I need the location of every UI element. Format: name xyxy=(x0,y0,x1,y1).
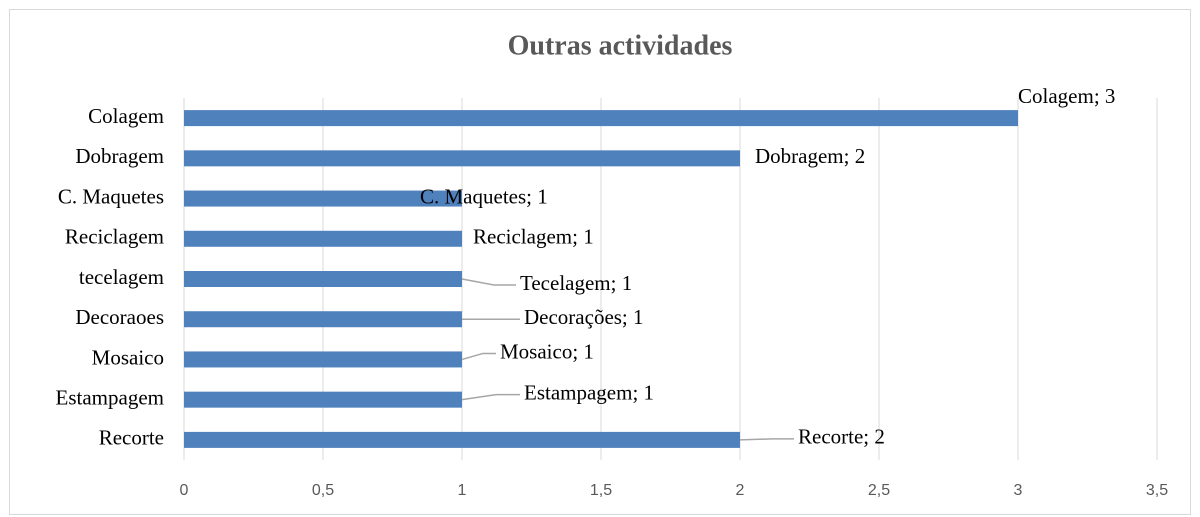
data-label: Colagem; 3 xyxy=(1018,84,1115,108)
x-tick-label: 2 xyxy=(736,482,745,499)
bar xyxy=(184,351,462,368)
leader-line xyxy=(461,278,516,286)
leader-line xyxy=(461,393,520,401)
bar xyxy=(184,150,740,167)
y-tick-label: Decoraoes xyxy=(75,305,164,329)
y-tick-label: tecelagem xyxy=(79,265,164,289)
y-tick-label: Recorte xyxy=(99,426,164,450)
bar xyxy=(184,110,1018,127)
y-tick-label: Mosaico xyxy=(92,345,164,369)
x-tick-label: 1,5 xyxy=(590,482,612,499)
y-tick-label: Estampagem xyxy=(56,385,164,409)
data-label: Tecelagem; 1 xyxy=(520,271,632,295)
chart-frame xyxy=(9,9,1191,515)
data-label: Dobragem; 2 xyxy=(755,144,865,168)
bar xyxy=(184,311,462,328)
data-label: Recorte; 2 xyxy=(798,425,885,449)
y-tick-label: Colagem xyxy=(88,104,164,128)
x-tick-label: 0 xyxy=(180,482,189,499)
y-tick-label: Dobragem xyxy=(75,144,164,168)
y-tick-label: C. Maquetes xyxy=(58,184,164,208)
chart-title: Outras actividades xyxy=(508,30,733,61)
data-label: Estampagem; 1 xyxy=(524,380,654,404)
bar xyxy=(184,431,740,448)
leader-line xyxy=(739,438,794,441)
bar xyxy=(184,230,462,247)
x-tick-label: 3,5 xyxy=(1146,482,1168,499)
data-label: Mosaico; 1 xyxy=(500,339,594,363)
x-tick-label: 1 xyxy=(458,482,467,499)
x-tick-label: 2,5 xyxy=(868,482,890,499)
bar xyxy=(184,391,462,408)
x-tick-label: 0,5 xyxy=(312,482,334,499)
data-label: Decorações; 1 xyxy=(524,305,644,329)
y-tick-label: Reciclagem xyxy=(65,225,164,249)
bar xyxy=(184,271,462,287)
data-label: Reciclagem; 1 xyxy=(473,225,594,249)
bar xyxy=(184,190,462,207)
leader-line xyxy=(461,352,496,361)
data-label: C. Maquetes; 1 xyxy=(420,184,548,208)
x-tick-label: 3 xyxy=(1014,482,1023,499)
